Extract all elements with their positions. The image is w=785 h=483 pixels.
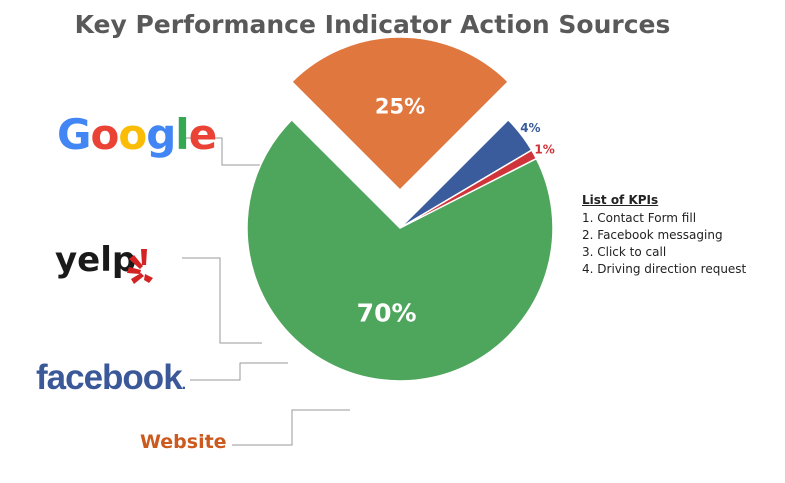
website-leader-line	[232, 409, 350, 446]
google-logo-letter: G	[57, 110, 91, 159]
google-leader-line	[184, 137, 264, 166]
yelp-burst-icon	[127, 249, 153, 284]
google-logo-letter: o	[90, 110, 119, 159]
google-logo-letter: e	[188, 110, 217, 159]
facebook-logo-dot: .	[181, 376, 187, 393]
slice-label-yelp: 1%	[534, 143, 554, 157]
yelp-logo: yelp	[55, 240, 136, 280]
kpi-list-title: List of KPIs	[582, 193, 659, 207]
google-logo-text: Google	[57, 110, 217, 159]
kpi-item: 1. Contact Form fill	[582, 211, 697, 225]
yelp-leader-line	[182, 257, 262, 344]
pie-slices	[246, 36, 554, 382]
slice-label-facebook: 4%	[520, 121, 540, 135]
facebook-logo: facebook.	[36, 358, 187, 398]
pie-slice-labels: 70% 25% 4% 1%	[357, 94, 555, 327]
leader-lines	[182, 137, 350, 446]
slice-label-website: 25%	[375, 94, 425, 118]
facebook-logo-text: facebook	[36, 358, 183, 397]
google-logo-letter: l	[175, 110, 189, 159]
slice-label-google: 70%	[357, 299, 417, 328]
google-logo-letter: g	[146, 110, 176, 159]
kpi-item: 4. Driving direction request	[582, 262, 747, 276]
kpi-list: List of KPIs 1. Contact Form fill 2. Fac…	[582, 193, 746, 278]
kpi-item: 2. Facebook messaging	[582, 228, 723, 242]
google-logo: Google	[57, 110, 217, 159]
pie-slice-yelp	[399, 149, 538, 229]
google-logo-letter: o	[118, 110, 147, 159]
kpi-items: 1. Contact Form fill 2. Facebook messagi…	[582, 210, 746, 278]
chart-title: Key Performance Indicator Action Sources	[74, 10, 671, 39]
pie-slice-google	[246, 118, 554, 382]
facebook-leader-line	[190, 362, 288, 381]
yelp-logo-text: yelp	[55, 240, 137, 280]
pie-slice-website	[290, 36, 510, 192]
kpi-item: 3. Click to call	[582, 245, 667, 259]
website-label: Website	[140, 431, 227, 453]
